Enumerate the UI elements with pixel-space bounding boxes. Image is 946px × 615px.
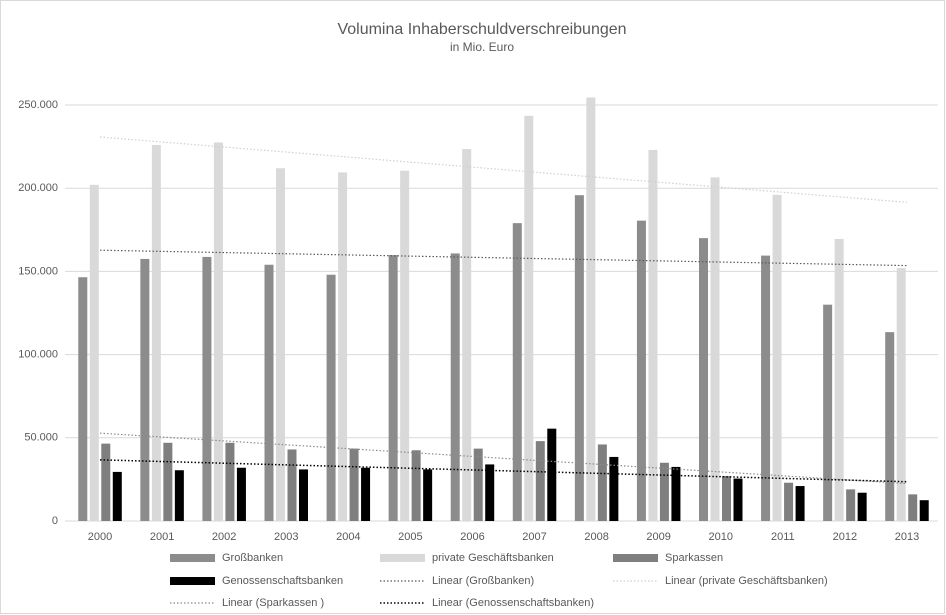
bar [236,467,246,521]
bar [264,264,274,521]
x-tick-label: 2006 [460,531,484,543]
bar [388,255,398,521]
bar [299,469,308,521]
bar [485,464,495,521]
bar [338,172,348,521]
bar [140,258,150,521]
bar [524,115,534,521]
bar [462,149,472,521]
legend-label: Genossenschaftsbanken [222,575,343,587]
bar [846,489,856,521]
bar [411,450,421,521]
y-tick-label: 0 [52,515,58,527]
bar [163,442,173,521]
x-tick-label: 2012 [833,531,857,543]
legend-label: Linear (private Geschäftsbanken) [665,575,828,587]
legend-swatch [380,554,425,562]
x-tick-label: 2002 [212,531,236,543]
bar [761,255,771,522]
legend-swatch [170,554,215,562]
bar [326,274,336,521]
bar [512,223,522,522]
bar [473,448,483,521]
bar [597,444,607,521]
y-tick-label: 150.000 [18,265,58,277]
bar [276,168,285,521]
y-tick-label: 200.000 [18,182,58,194]
bar [609,456,619,521]
bar [287,449,297,521]
x-tick-label: 2001 [150,531,174,543]
x-tick-label: 2010 [709,531,733,543]
legend-label: Linear (Genossenschaftsbanken) [432,597,594,609]
bar [699,238,708,521]
bar [174,470,184,521]
y-tick-label: 250.000 [18,99,58,111]
x-tick-label: 2004 [336,531,360,543]
bar [648,149,658,522]
bar [671,466,681,521]
trendline [100,249,907,267]
chart-subtitle: in Mio. Euro [450,40,514,54]
bar [78,277,88,521]
bar [361,467,371,521]
bar [213,142,223,521]
bar [202,256,212,521]
legend-label: private Geschäftsbanken [432,552,554,564]
legend-swatch [613,554,658,562]
x-tick-label: 2003 [274,531,298,543]
bar [89,184,99,521]
trendline [100,459,907,483]
x-tick-label: 2009 [646,531,670,543]
legend-label: Großbanken [222,552,283,564]
bar [547,428,557,521]
x-tick-label: 2005 [398,531,422,543]
bar [834,238,844,521]
bar [450,253,460,521]
bar [586,97,596,522]
bar [101,443,111,521]
bar [784,482,794,521]
bar [857,492,867,521]
bar [722,476,731,521]
bar [733,478,743,521]
bar [574,195,584,522]
x-tick-label: 2007 [522,531,546,543]
x-tick-label: 2011 [771,531,795,543]
bar [795,486,805,521]
x-tick-label: 2008 [584,531,608,543]
bar [636,220,646,521]
bar [896,268,906,521]
legend-swatch [170,577,215,585]
bar [535,441,545,521]
legend-label: Sparkassen [665,552,723,564]
bar [772,194,782,521]
legend-label: Linear (Großbanken) [432,575,534,587]
bar [400,170,410,521]
legend-label: Linear (Sparkassen ) [222,597,324,609]
bar [349,448,359,521]
bar [151,144,161,521]
bar [919,500,929,521]
bar [112,471,122,521]
y-tick-label: 100.000 [18,349,58,361]
bar [225,442,235,521]
y-tick-label: 50.000 [24,432,58,444]
x-tick-label: 2000 [88,531,112,543]
chart-title: Volumina Inhaberschuldverschreibungen [337,21,626,38]
bar [885,332,895,521]
x-tick-label: 2013 [895,531,919,543]
bar [823,304,833,521]
bar [423,469,433,521]
bar [908,494,918,521]
bar [710,177,720,521]
bar [659,462,669,521]
